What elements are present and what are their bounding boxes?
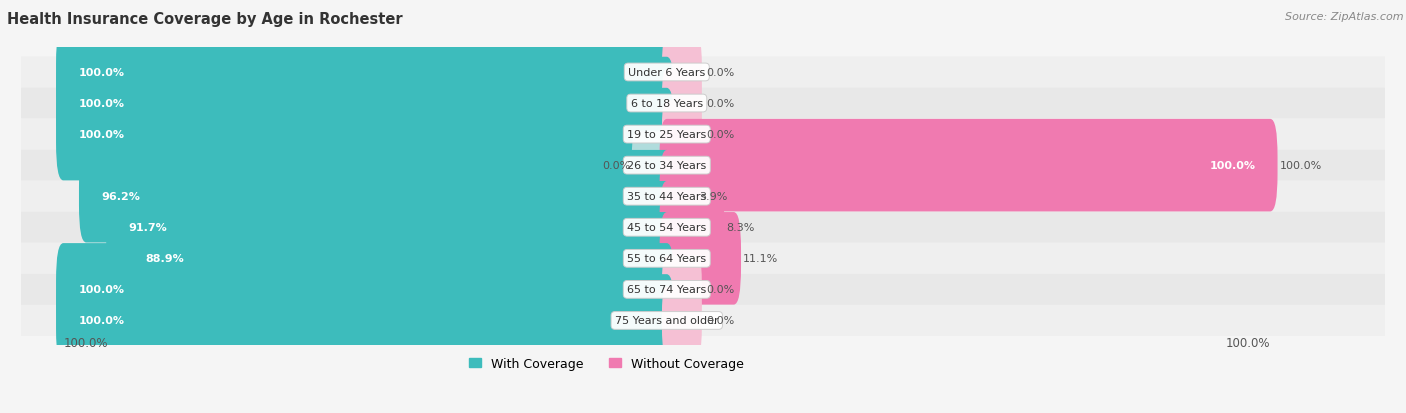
FancyBboxPatch shape (659, 151, 697, 243)
Text: 0.0%: 0.0% (602, 161, 630, 171)
FancyBboxPatch shape (21, 212, 1385, 243)
FancyBboxPatch shape (659, 182, 724, 274)
Text: Health Insurance Coverage by Age in Rochester: Health Insurance Coverage by Age in Roch… (7, 12, 402, 27)
Text: 65 to 74 Years: 65 to 74 Years (627, 285, 706, 294)
FancyBboxPatch shape (21, 150, 1385, 181)
Text: 55 to 64 Years: 55 to 64 Years (627, 254, 706, 263)
Text: 100.0%: 100.0% (1279, 161, 1322, 171)
Text: Source: ZipAtlas.com: Source: ZipAtlas.com (1285, 12, 1403, 22)
Text: 88.9%: 88.9% (145, 254, 184, 263)
Text: 8.3%: 8.3% (725, 223, 754, 233)
Text: 100.0%: 100.0% (1226, 337, 1270, 349)
FancyBboxPatch shape (21, 119, 1385, 150)
FancyBboxPatch shape (659, 213, 741, 305)
Text: 0.0%: 0.0% (706, 316, 734, 326)
FancyBboxPatch shape (21, 181, 1385, 212)
Text: 26 to 34 Years: 26 to 34 Years (627, 161, 706, 171)
Legend: With Coverage, Without Coverage: With Coverage, Without Coverage (464, 352, 749, 375)
FancyBboxPatch shape (659, 120, 1278, 212)
Text: 100.0%: 100.0% (79, 99, 124, 109)
Text: 0.0%: 0.0% (706, 99, 734, 109)
Text: 91.7%: 91.7% (128, 223, 167, 233)
FancyBboxPatch shape (79, 151, 673, 243)
FancyBboxPatch shape (21, 305, 1385, 336)
Text: 100.0%: 100.0% (1209, 161, 1256, 171)
Text: Under 6 Years: Under 6 Years (628, 68, 706, 78)
Text: 100.0%: 100.0% (79, 316, 124, 326)
Text: 19 to 25 Years: 19 to 25 Years (627, 130, 706, 140)
Text: 100.0%: 100.0% (79, 285, 124, 294)
Text: 100.0%: 100.0% (79, 68, 124, 78)
FancyBboxPatch shape (21, 57, 1385, 88)
Text: 96.2%: 96.2% (101, 192, 141, 202)
FancyBboxPatch shape (21, 243, 1385, 274)
FancyBboxPatch shape (662, 256, 702, 323)
Text: 0.0%: 0.0% (706, 285, 734, 294)
Text: 100.0%: 100.0% (79, 130, 124, 140)
FancyBboxPatch shape (56, 244, 673, 336)
FancyBboxPatch shape (105, 182, 673, 274)
Text: 75 Years and older: 75 Years and older (614, 316, 718, 326)
Text: 11.1%: 11.1% (742, 254, 778, 263)
FancyBboxPatch shape (21, 88, 1385, 119)
FancyBboxPatch shape (662, 39, 702, 107)
Text: 3.9%: 3.9% (699, 192, 728, 202)
FancyBboxPatch shape (56, 89, 673, 181)
Text: 0.0%: 0.0% (706, 68, 734, 78)
Text: 0.0%: 0.0% (706, 130, 734, 140)
FancyBboxPatch shape (56, 275, 673, 367)
FancyBboxPatch shape (56, 26, 673, 119)
FancyBboxPatch shape (662, 101, 702, 169)
FancyBboxPatch shape (21, 274, 1385, 305)
FancyBboxPatch shape (662, 287, 702, 354)
Text: 6 to 18 Years: 6 to 18 Years (631, 99, 703, 109)
Text: 100.0%: 100.0% (63, 337, 108, 349)
FancyBboxPatch shape (124, 213, 673, 305)
FancyBboxPatch shape (631, 132, 672, 199)
FancyBboxPatch shape (662, 70, 702, 138)
Text: 35 to 44 Years: 35 to 44 Years (627, 192, 706, 202)
Text: 45 to 54 Years: 45 to 54 Years (627, 223, 706, 233)
FancyBboxPatch shape (56, 57, 673, 150)
